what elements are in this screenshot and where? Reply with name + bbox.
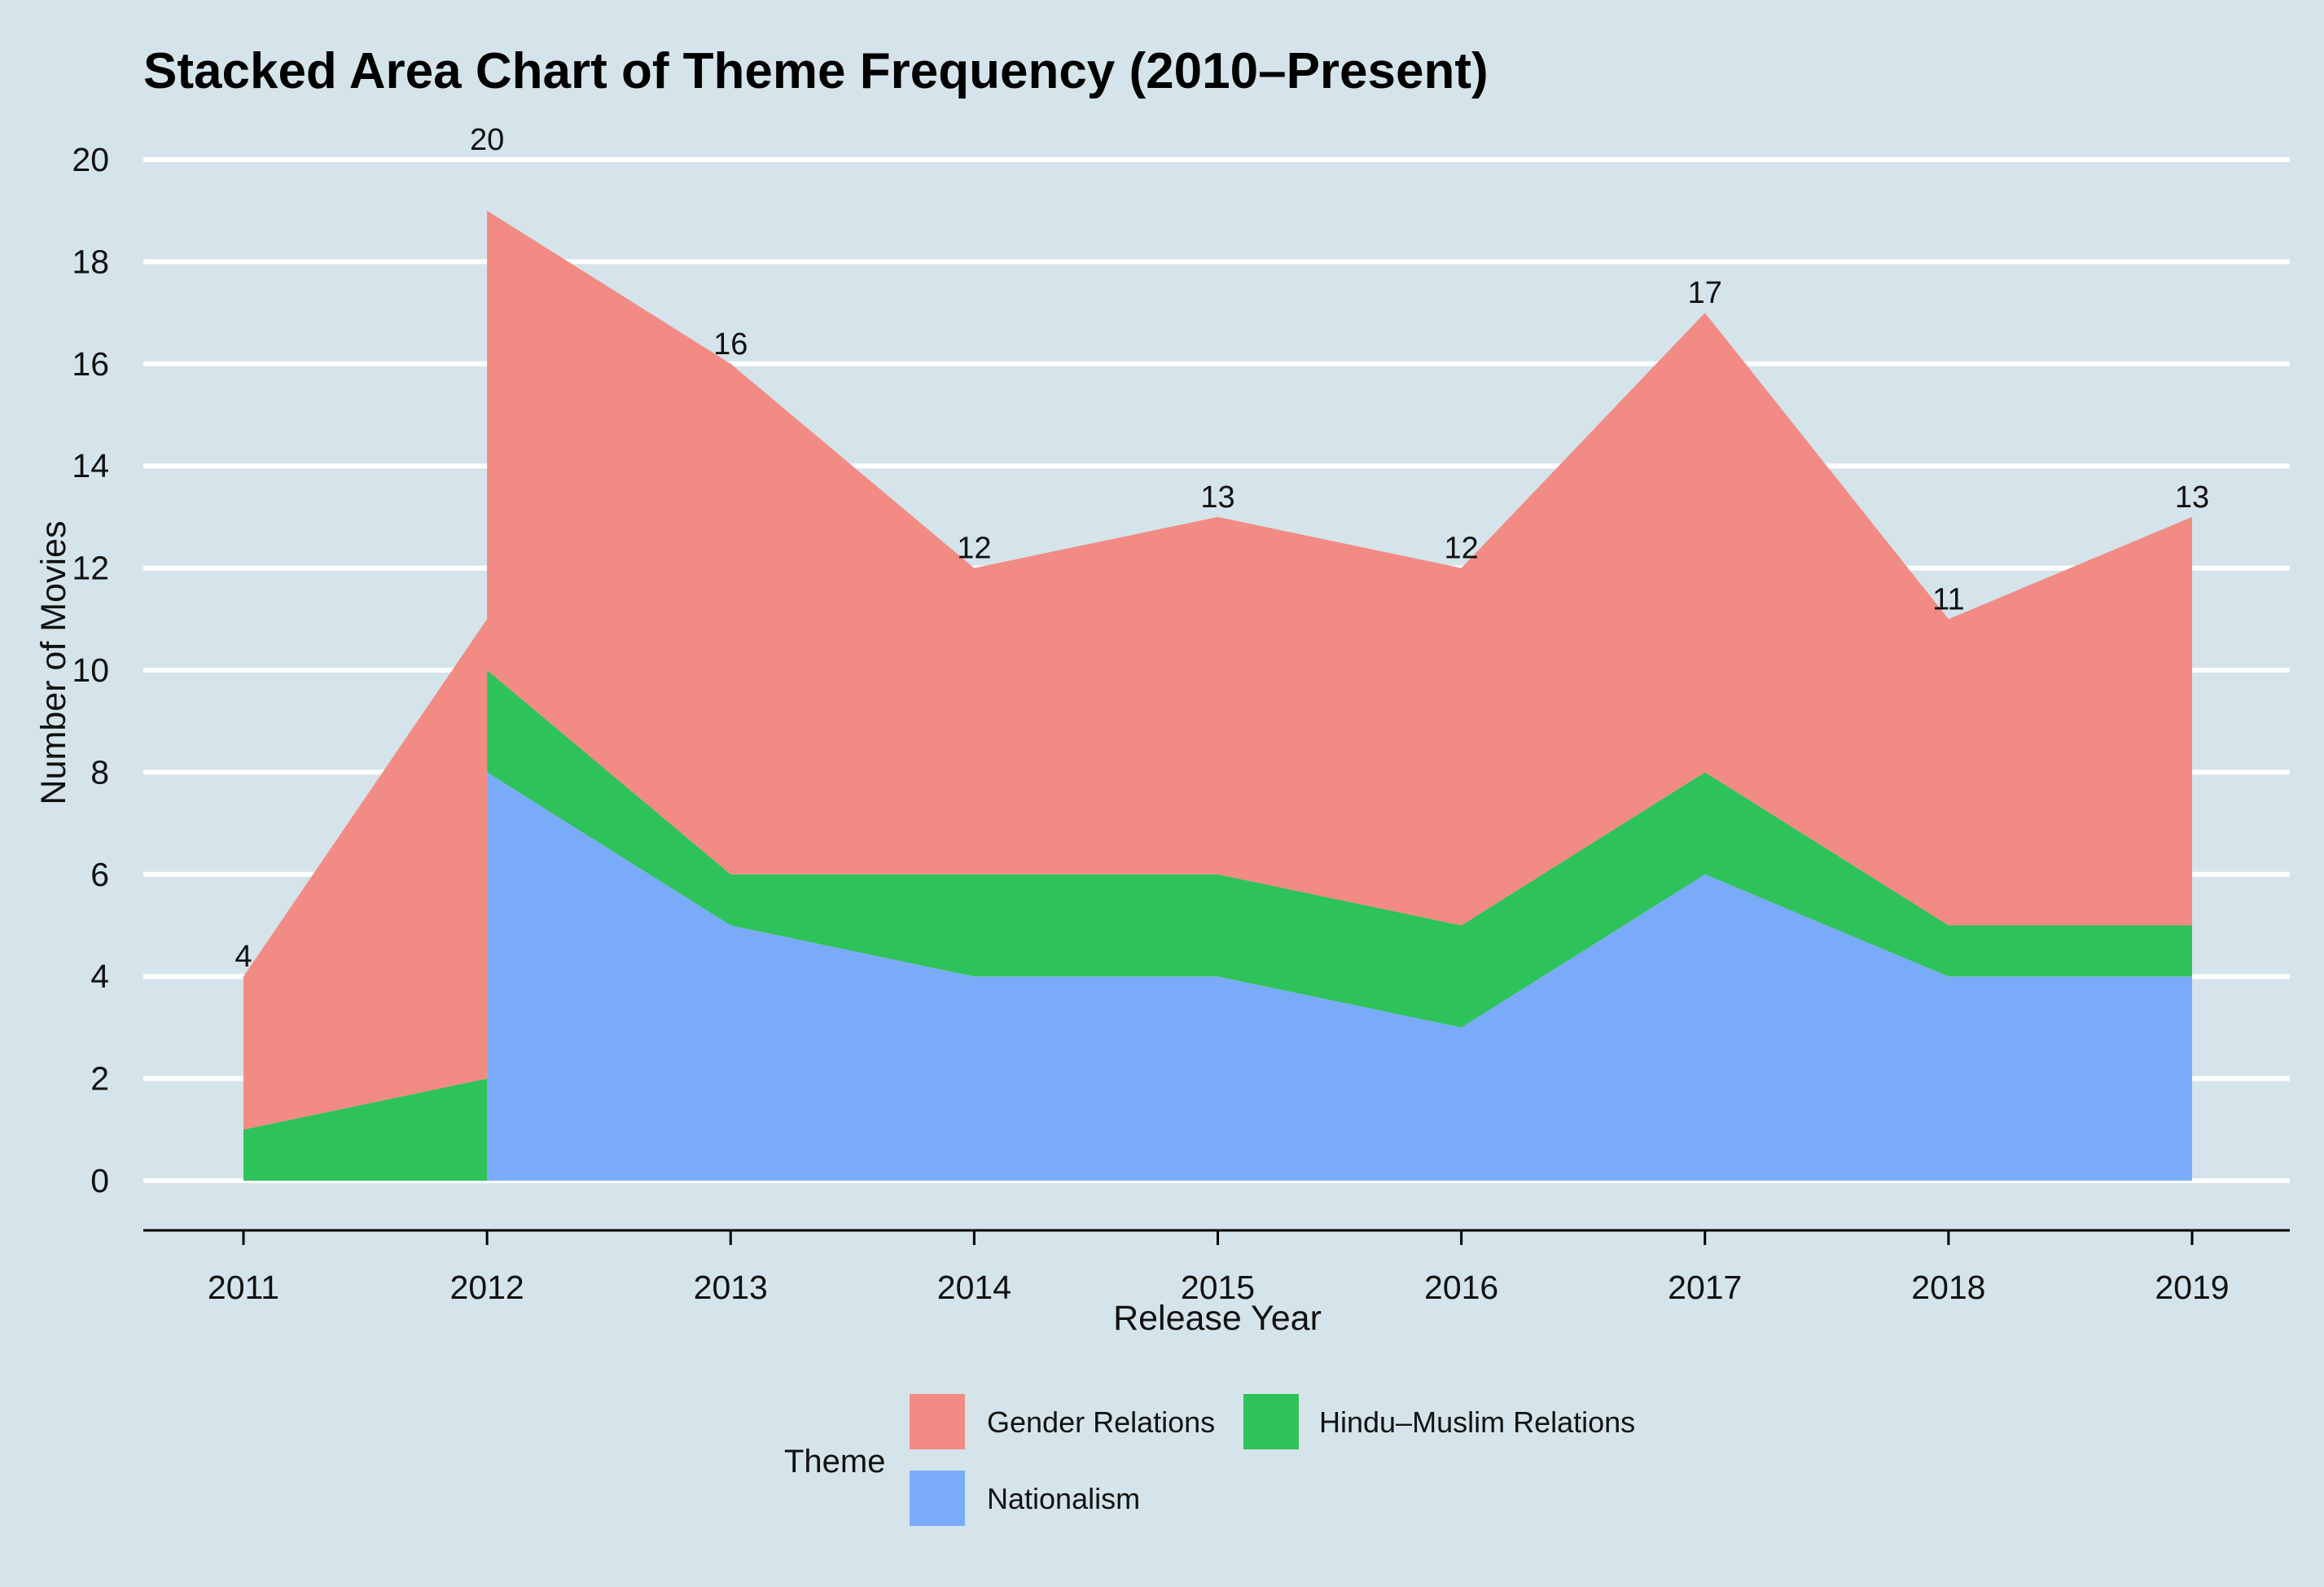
y-tick-label-12: 12 [72, 550, 109, 587]
legend-key-gender-relations [910, 1394, 965, 1449]
data-label-2013: 16 [713, 327, 748, 362]
data-label-2014: 12 [957, 532, 991, 566]
legend-label-hindu-muslim-relations: Hindu–Muslim Relations [1319, 1405, 1635, 1439]
data-label-2011: 4 [235, 940, 252, 974]
x-tick-label-2012: 2012 [450, 1269, 524, 1306]
x-tick-label-2011: 2011 [208, 1269, 279, 1306]
y-tick-label-8: 8 [90, 753, 109, 791]
x-tick-label-2015: 2015 [1181, 1269, 1255, 1306]
x-tick-label-2019: 2019 [2155, 1269, 2229, 1306]
y-tick-label-0: 0 [90, 1162, 109, 1199]
x-tick-label-2013: 2013 [694, 1269, 768, 1306]
area-gender-relations [243, 210, 2192, 1130]
y-tick-label-4: 4 [90, 958, 109, 995]
chart-title: Stacked Area Chart of Theme Frequency (2… [143, 43, 1489, 99]
x-tick-label-2018: 2018 [1911, 1269, 1985, 1306]
legend-label-nationalism: Nationalism [987, 1482, 1140, 1515]
x-axis-title: Release Year [1113, 1299, 1322, 1338]
x-tick-label-2017: 2017 [1668, 1269, 1742, 1306]
y-axis-title: Number of Movies [34, 521, 73, 805]
legend-label-gender-relations: Gender Relations [987, 1405, 1215, 1439]
y-tick-label-14: 14 [72, 447, 109, 484]
data-label-2018: 11 [1932, 582, 1964, 616]
y-tick-label-20: 20 [72, 141, 109, 178]
y-axis-ticks: 0 2 4 6 8 10 12 14 16 18 20 [72, 141, 109, 1199]
data-label-2016: 12 [1444, 532, 1478, 566]
y-tick-label-10: 10 [72, 651, 109, 689]
data-labels: 4 20 16 12 13 12 17 11 13 [235, 123, 2209, 974]
legend-key-hindu-muslim-relations [1243, 1394, 1299, 1449]
y-tick-label-2: 2 [90, 1060, 109, 1098]
legend-title: Theme [784, 1444, 886, 1480]
data-label-2017: 17 [1688, 276, 1722, 310]
x-tick-label-2016: 2016 [1424, 1269, 1498, 1306]
data-label-2015: 13 [1200, 480, 1234, 515]
data-label-2012: 20 [470, 123, 504, 157]
legend-key-nationalism [910, 1471, 965, 1526]
y-tick-label-6: 6 [90, 856, 109, 893]
y-tick-label-16: 16 [72, 345, 109, 383]
x-axis-ticks: 2011 2012 2013 2014 2015 2016 2017 2018 2019 [208, 1230, 2230, 1306]
y-tick-label-18: 18 [72, 243, 109, 280]
stacked-areas [243, 210, 2192, 1181]
x-tick-label-2014: 2014 [937, 1269, 1011, 1306]
area-hindu-muslim-relations [243, 670, 2192, 1181]
data-label-2019: 13 [2175, 480, 2209, 515]
legend: Theme Gender Relations Hindu–Muslim Relat… [784, 1394, 1635, 1526]
